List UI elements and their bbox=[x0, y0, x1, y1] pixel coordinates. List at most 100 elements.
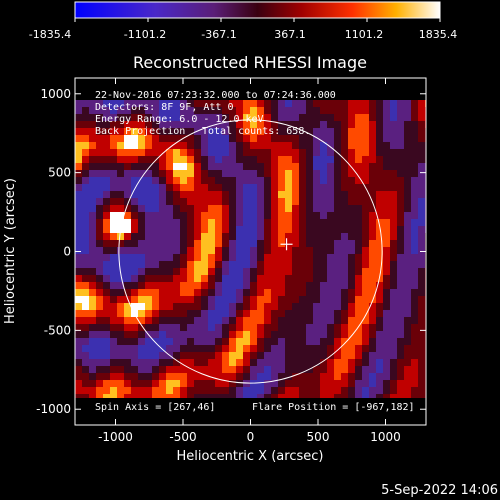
image-pixel bbox=[145, 156, 152, 163]
image-pixel bbox=[222, 275, 229, 282]
image-pixel bbox=[299, 373, 306, 380]
image-pixel bbox=[243, 219, 250, 226]
image-pixel bbox=[82, 121, 89, 128]
image-pixel bbox=[82, 219, 89, 226]
image-pixel bbox=[404, 261, 411, 268]
image-pixel bbox=[117, 324, 124, 331]
image-pixel bbox=[82, 387, 89, 394]
image-pixel bbox=[243, 184, 250, 191]
image-pixel bbox=[327, 247, 334, 254]
image-pixel bbox=[131, 338, 138, 345]
image-pixel bbox=[250, 261, 257, 268]
image-pixel bbox=[397, 380, 404, 387]
image-pixel bbox=[159, 191, 166, 198]
info-energy-range: Energy Range: 6.0 - 12.0 keV bbox=[95, 114, 264, 125]
image-pixel bbox=[355, 366, 362, 373]
image-pixel bbox=[313, 359, 320, 366]
image-pixel bbox=[187, 184, 194, 191]
y-tick-label: 0 bbox=[63, 245, 71, 259]
image-pixel bbox=[166, 373, 173, 380]
image-pixel bbox=[411, 240, 418, 247]
image-pixel bbox=[208, 317, 215, 324]
image-pixel bbox=[96, 310, 103, 317]
image-pixel bbox=[257, 156, 264, 163]
image-pixel bbox=[278, 163, 285, 170]
image-pixel bbox=[334, 289, 341, 296]
x-tick-label: 500 bbox=[307, 430, 330, 444]
image-pixel bbox=[271, 205, 278, 212]
image-pixel bbox=[257, 282, 264, 289]
image-pixel bbox=[383, 226, 390, 233]
image-pixel bbox=[327, 380, 334, 387]
y-tick-label: 1000 bbox=[40, 87, 71, 101]
image-pixel bbox=[166, 359, 173, 366]
image-pixel bbox=[159, 268, 166, 275]
image-pixel bbox=[117, 366, 124, 373]
image-pixel bbox=[110, 135, 117, 142]
image-pixel bbox=[110, 303, 117, 310]
image-pixel bbox=[278, 366, 285, 373]
image-pixel bbox=[124, 352, 131, 359]
image-pixel bbox=[75, 359, 82, 366]
image-pixel bbox=[278, 296, 285, 303]
image-pixel bbox=[376, 219, 383, 226]
image-pixel bbox=[159, 394, 166, 398]
image-pixel bbox=[341, 191, 348, 198]
image-pixel bbox=[271, 135, 278, 142]
image-pixel bbox=[320, 268, 327, 275]
image-pixel bbox=[369, 240, 376, 247]
image-pixel bbox=[138, 100, 145, 107]
image-pixel bbox=[222, 205, 229, 212]
image-pixel bbox=[173, 198, 180, 205]
image-pixel bbox=[306, 324, 313, 331]
image-pixel bbox=[124, 310, 131, 317]
image-pixel bbox=[173, 128, 180, 135]
image-pixel bbox=[208, 149, 215, 156]
image-pixel bbox=[397, 170, 404, 177]
image-pixel bbox=[173, 114, 180, 121]
image-pixel bbox=[229, 114, 236, 121]
spin-axis-label: Spin Axis = [267,46] bbox=[95, 402, 215, 413]
image-pixel bbox=[159, 254, 166, 261]
image-pixel bbox=[222, 359, 229, 366]
image-pixel bbox=[117, 352, 124, 359]
image-pixel bbox=[292, 275, 299, 282]
image-pixel bbox=[404, 198, 411, 205]
image-pixel bbox=[236, 212, 243, 219]
image-pixel bbox=[411, 345, 418, 352]
image-pixel bbox=[341, 142, 348, 149]
image-pixel bbox=[124, 149, 131, 156]
image-pixel bbox=[418, 107, 425, 114]
image-pixel bbox=[334, 373, 341, 380]
image-pixel bbox=[285, 303, 292, 310]
image-pixel bbox=[250, 135, 257, 142]
image-pixel bbox=[390, 191, 397, 198]
image-pixel bbox=[89, 205, 96, 212]
image-pixel bbox=[257, 219, 264, 226]
image-pixel bbox=[278, 268, 285, 275]
image-pixel bbox=[355, 394, 362, 398]
image-pixel bbox=[208, 247, 215, 254]
image-pixel bbox=[369, 345, 376, 352]
image-pixel bbox=[96, 107, 103, 114]
image-pixel bbox=[187, 254, 194, 261]
image-pixel bbox=[145, 233, 152, 240]
image-pixel bbox=[145, 387, 152, 394]
image-pixel bbox=[159, 219, 166, 226]
image-pixel bbox=[306, 170, 313, 177]
image-pixel bbox=[334, 345, 341, 352]
image-pixel bbox=[362, 352, 369, 359]
y-tick-label: 500 bbox=[48, 166, 71, 180]
image-pixel bbox=[82, 184, 89, 191]
image-pixel bbox=[278, 254, 285, 261]
image-pixel bbox=[166, 254, 173, 261]
image-pixel bbox=[418, 324, 425, 331]
image-pixel bbox=[271, 170, 278, 177]
image-pixel bbox=[173, 156, 180, 163]
image-pixel bbox=[404, 163, 411, 170]
image-pixel bbox=[82, 212, 89, 219]
image-pixel bbox=[348, 135, 355, 142]
image-pixel bbox=[362, 275, 369, 282]
image-pixel bbox=[278, 184, 285, 191]
image-pixel bbox=[397, 107, 404, 114]
